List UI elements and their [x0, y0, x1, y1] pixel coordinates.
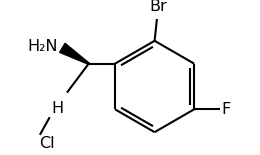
Text: H: H [52, 101, 64, 116]
Text: F: F [221, 102, 231, 117]
Text: Br: Br [149, 0, 167, 14]
Text: Cl: Cl [39, 136, 54, 151]
Polygon shape [60, 43, 89, 64]
Text: H₂N: H₂N [28, 39, 58, 54]
